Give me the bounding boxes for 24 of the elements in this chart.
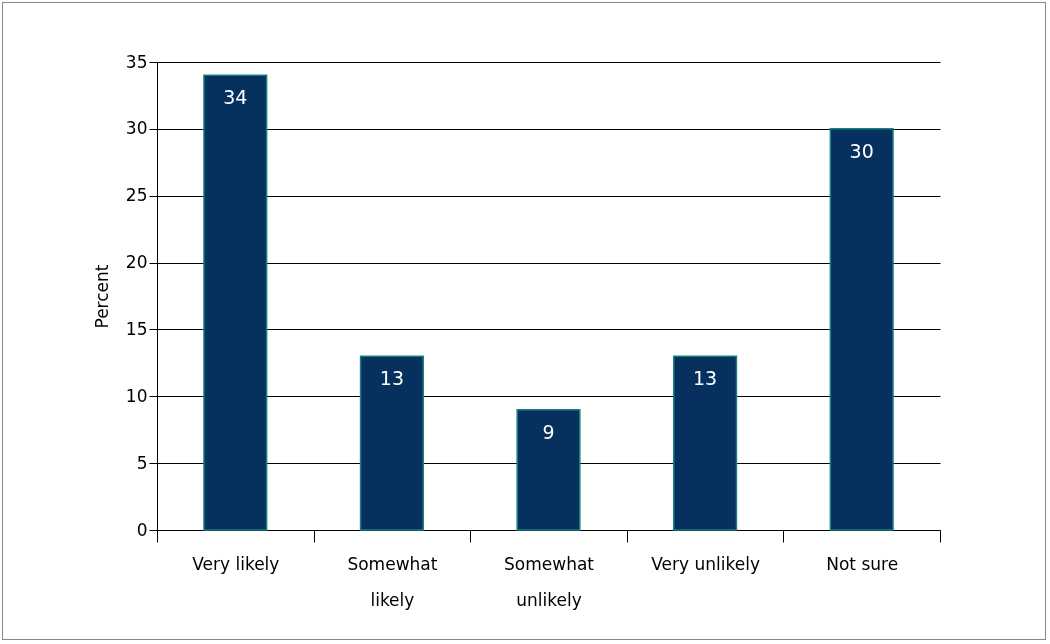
y-tick-label: 35	[125, 51, 148, 72]
data-label: 13	[693, 367, 718, 390]
x-tick-label: Very likely	[192, 553, 280, 574]
data-label: 34	[223, 86, 248, 109]
y-tick-label: 5	[136, 452, 148, 473]
y-tick-label: 20	[125, 252, 148, 273]
x-tick-label: Very unlikely	[651, 553, 760, 574]
bar	[359, 355, 424, 531]
data-label: 9	[542, 420, 555, 443]
y-tick-label: 10	[125, 385, 148, 406]
bar	[203, 74, 268, 531]
data-label: 30	[849, 139, 874, 162]
y-axis-title: Percent	[91, 264, 112, 329]
bar	[673, 355, 738, 531]
y-tick-label: 25	[125, 185, 148, 206]
y-tick-label: 30	[125, 118, 148, 139]
bar	[829, 128, 894, 531]
y-tick-label: 15	[125, 318, 148, 339]
y-tick-label: 0	[136, 519, 148, 540]
x-tick-label: Somewhat likely	[347, 553, 438, 610]
x-tick-label: Somewhat unlikely	[504, 553, 595, 610]
bar	[516, 408, 581, 531]
data-label: 13	[379, 367, 404, 390]
x-tick-label: Not sure	[826, 553, 899, 574]
